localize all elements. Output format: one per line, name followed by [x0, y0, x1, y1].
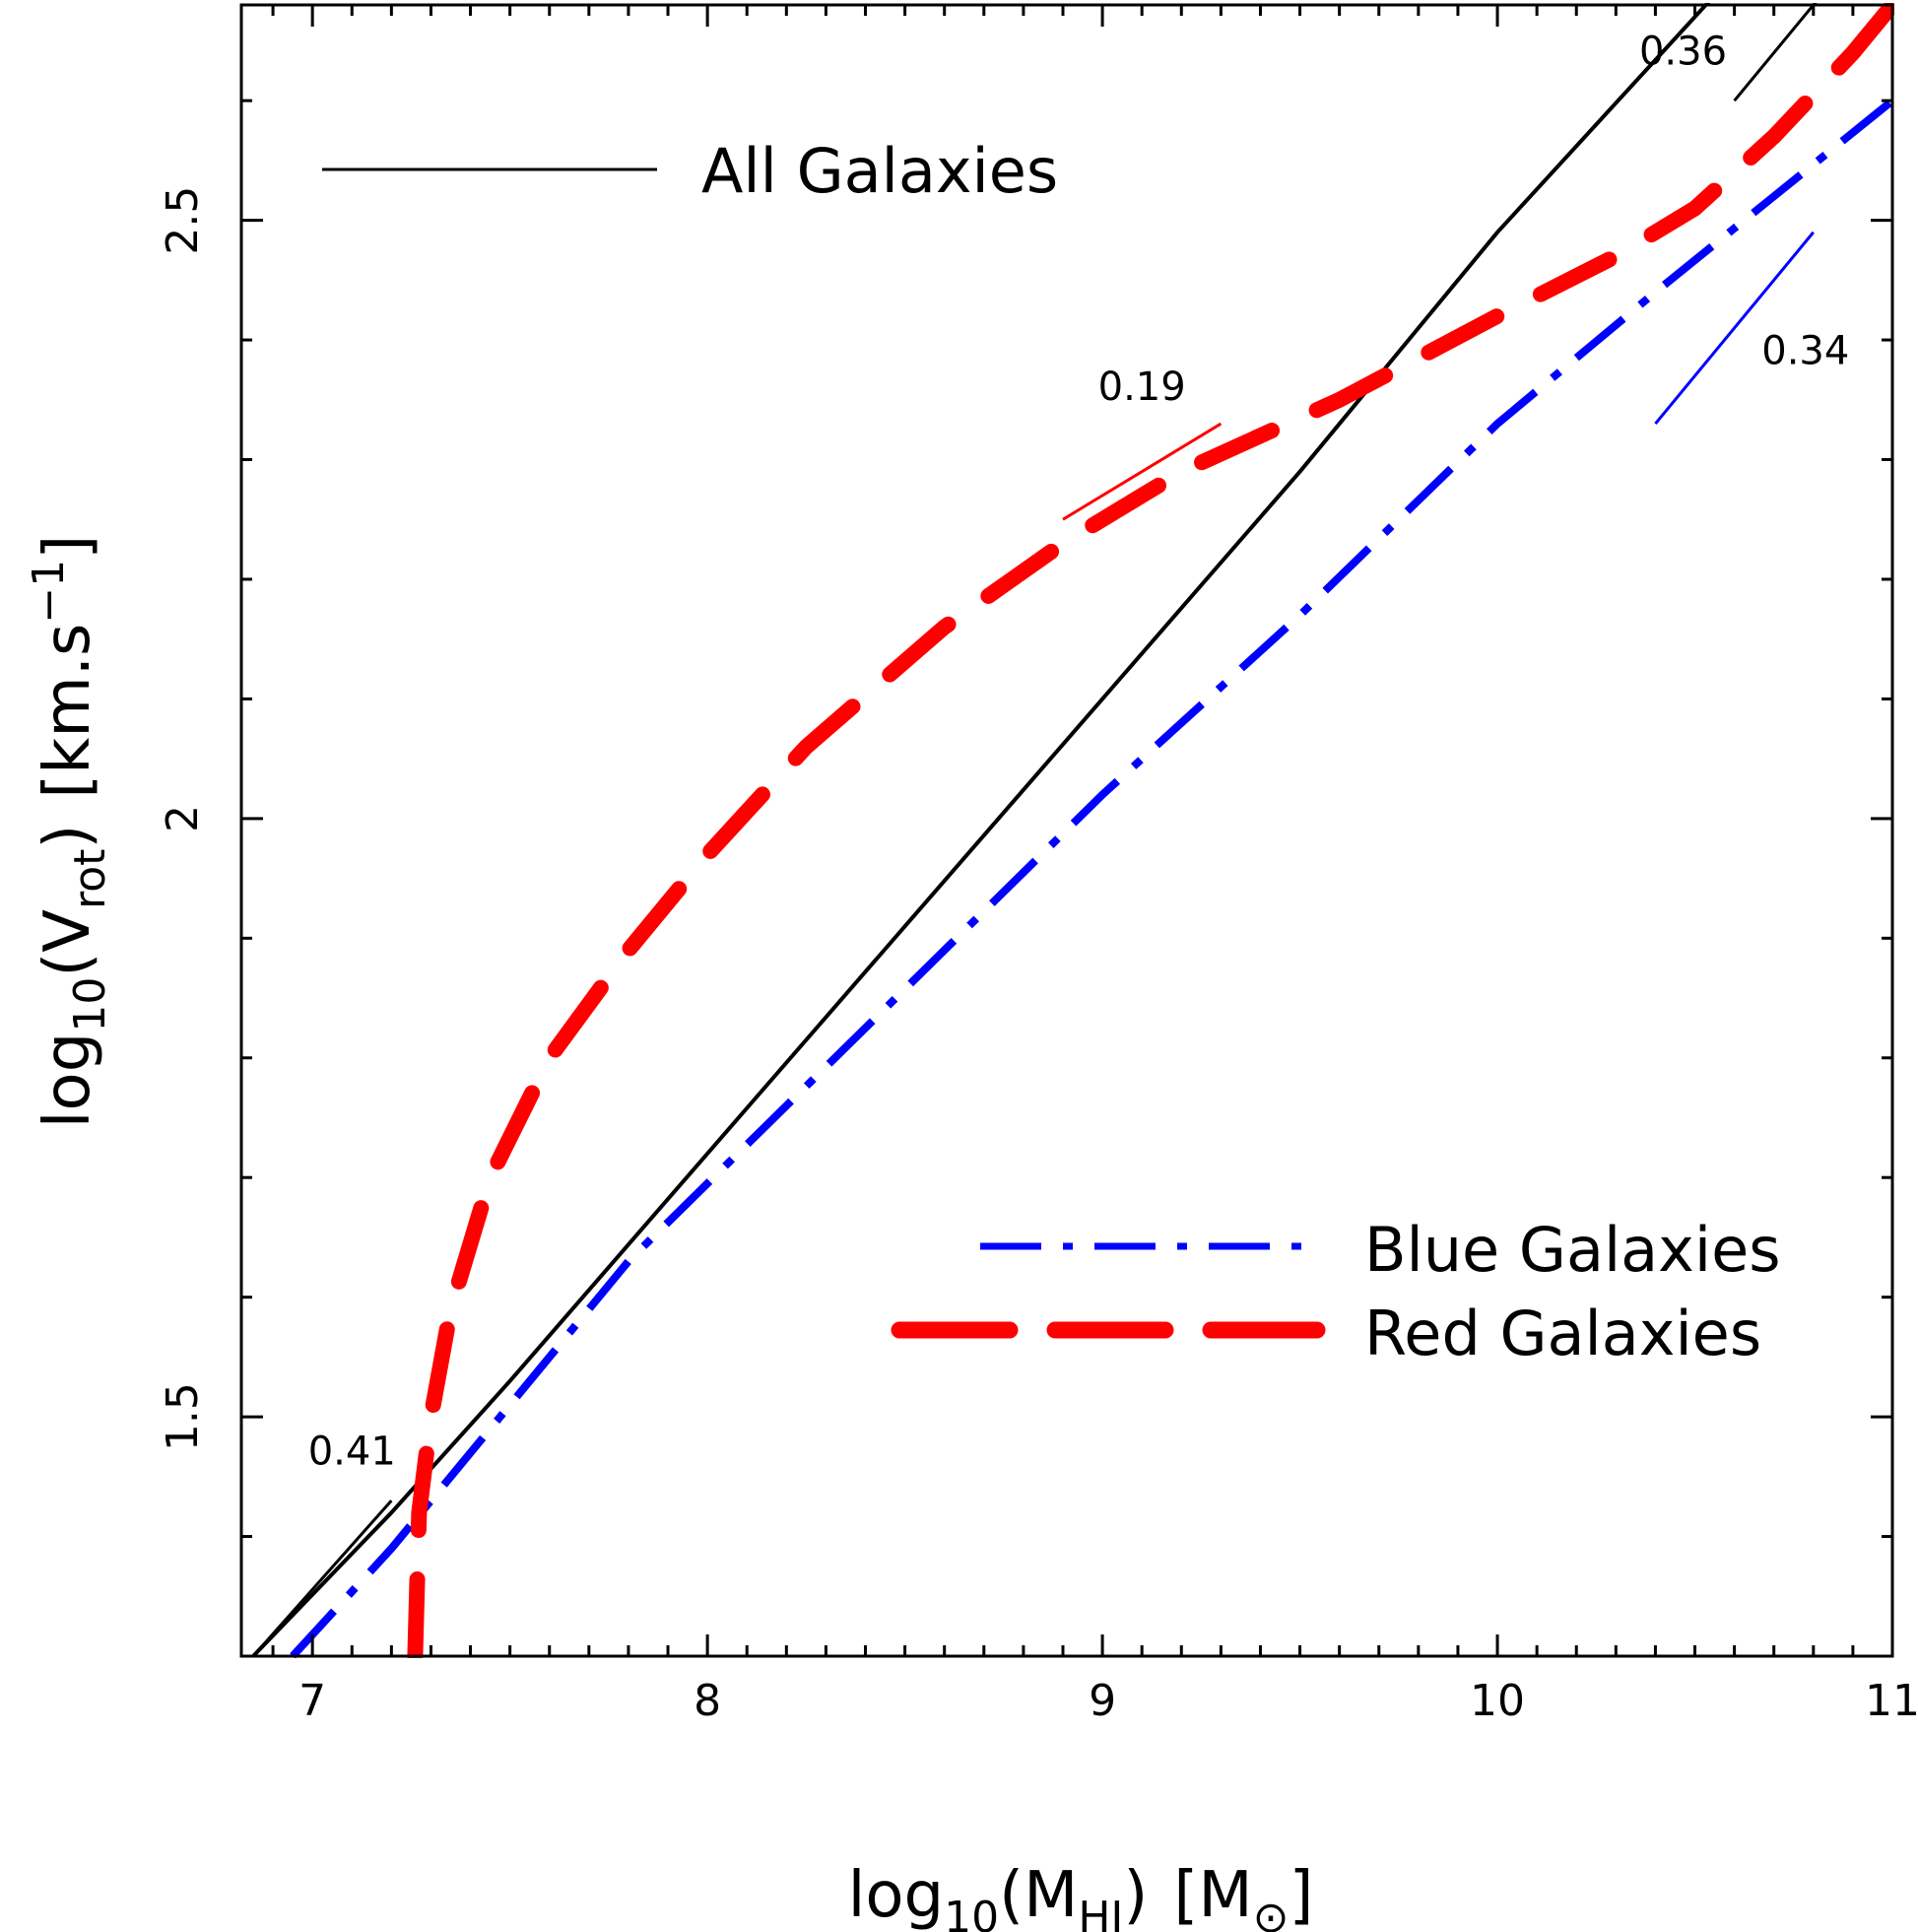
series-line-all-galaxies [251, 3, 1711, 1658]
y-tick-label: 1.5 [158, 1382, 208, 1451]
series-line-red-galaxies [407, 3, 1894, 1658]
y-tick-label: 2.5 [158, 186, 208, 255]
legend-blue: Blue Galaxies [980, 1214, 1781, 1286]
slope-marker-label: 0.36 [1639, 30, 1727, 75]
slope-marker-label: 0.19 [1098, 365, 1186, 410]
legend-all-label: All Galaxies [701, 135, 1058, 207]
x-tick-label: 9 [1089, 1676, 1116, 1726]
y-tick-label: 2 [158, 805, 208, 833]
y-axis-title: log10(Vrot)[km.s−1] [24, 535, 115, 1128]
x-tick-labels: 7 8 9 10 11 [298, 1676, 1918, 1726]
series-line-blue-galaxies [290, 98, 1894, 1658]
x-tick-label: 11 [1865, 1676, 1918, 1726]
x-tick-label: 10 [1470, 1676, 1525, 1726]
slope-marker-line [1654, 231, 1815, 426]
plot-frame [239, 3, 1894, 1658]
slope-marker-line [251, 1499, 393, 1657]
legend-blue-label: Blue Galaxies [1364, 1214, 1781, 1286]
axis-ticks [241, 5, 1894, 1658]
legend-all: All Galaxies [322, 135, 1058, 207]
slope-marker-line [1062, 422, 1223, 521]
slope-marker-label: 0.34 [1761, 328, 1849, 373]
slope-labels: 0.41 0.19 0.34 0.36 [308, 30, 1850, 1475]
slope-marker-line [1733, 3, 1818, 102]
legend-red: Red Galaxies [891, 1298, 1761, 1369]
slope-markers [251, 3, 1818, 1657]
slope-marker-label: 0.41 [308, 1430, 396, 1475]
y-tick-labels: 1.5 2 2.5 [158, 186, 208, 1451]
x-axis-title: log10(MHI) [M⊙] [848, 1859, 1314, 1932]
x-tick-label: 8 [694, 1676, 721, 1726]
x-tick-label: 7 [298, 1676, 326, 1726]
series-layer [251, 3, 1894, 1658]
legend-red-label: Red Galaxies [1364, 1298, 1761, 1369]
